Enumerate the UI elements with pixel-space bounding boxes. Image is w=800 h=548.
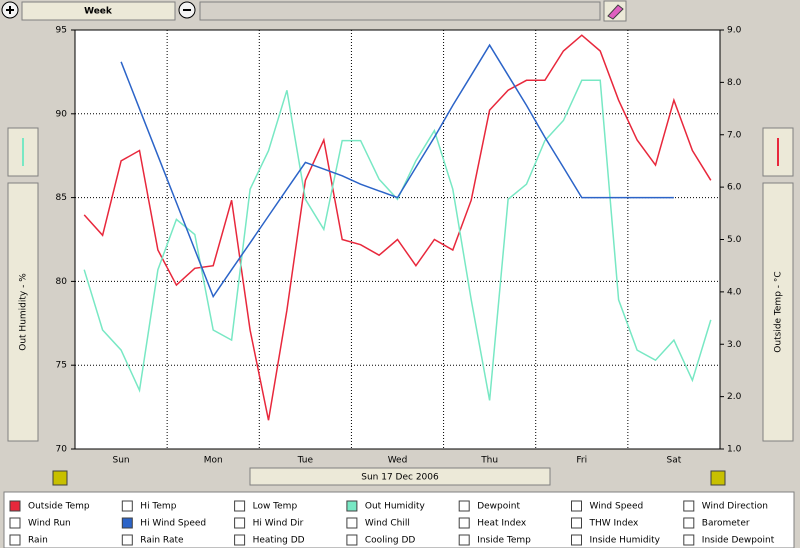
checkbox[interactable]	[121, 500, 133, 512]
checkbox-label: Cooling DD	[365, 536, 416, 546]
checkbox[interactable]	[683, 534, 695, 546]
checkbox[interactable]	[121, 534, 133, 546]
date-label: Sun 17 Dec 2006	[361, 473, 439, 483]
date-bar[interactable]	[249, 467, 551, 486]
checkbox[interactable]	[234, 517, 246, 529]
checkbox-label: Rain	[28, 536, 48, 546]
checkbox-label: Wind Run	[28, 519, 71, 529]
eraser-icon	[607, 4, 624, 20]
zoom-out[interactable]	[178, 1, 196, 19]
checkbox[interactable]	[346, 534, 358, 546]
checkbox-label: Rain Rate	[140, 536, 184, 546]
checkbox[interactable]	[571, 534, 582, 546]
checkbox[interactable]	[683, 500, 695, 512]
right-axis-panel	[762, 182, 794, 442]
checkbox[interactable]	[9, 534, 21, 546]
range-button[interactable]	[21, 1, 176, 21]
checkbox[interactable]	[234, 534, 246, 546]
left-axis-panel	[7, 182, 39, 442]
checkbox-label: Hi Wind Dir	[253, 519, 304, 529]
y2-tick-label: 1.0	[727, 445, 742, 455]
series-line	[120, 43, 674, 299]
x-tick-label: Fri	[576, 456, 587, 466]
checkbox[interactable]	[346, 500, 358, 512]
checkbox-label: Inside Temp	[477, 536, 531, 546]
y2-tick-label: 5.0	[727, 235, 742, 245]
checkbox-label: Barometer	[702, 519, 750, 529]
checkbox-label: THW Index	[589, 519, 639, 529]
y2-tick-label: 6.0	[727, 183, 742, 193]
day-dividers	[166, 30, 629, 449]
checkbox[interactable]	[571, 500, 582, 512]
right-lock[interactable]	[710, 470, 726, 486]
checkbox-label: Inside Humidity	[590, 536, 661, 546]
checkbox-label: Heating DD	[253, 536, 305, 546]
x-tick-label: Sat	[667, 456, 682, 466]
y2-tick-label: 9.0	[727, 26, 742, 36]
y-tick-label: 85	[56, 193, 67, 203]
y-tick-label: 75	[56, 361, 67, 371]
scroll-field[interactable]	[199, 1, 601, 21]
y2-tick-label: 3.0	[727, 340, 742, 350]
checkbox[interactable]	[458, 500, 470, 512]
checkbox-label: Hi Wind Speed	[140, 519, 206, 529]
checkbox[interactable]	[9, 517, 21, 529]
checkbox-label: Low Temp	[253, 502, 298, 512]
checkbox-label: Wind Speed	[590, 502, 644, 512]
x-tick-label: Mon	[204, 456, 223, 466]
checkbox[interactable]	[234, 500, 246, 512]
checklist: Outside Temp Hi Temp Low Temp Out Humidity D…	[9, 500, 775, 546]
y-tick-label: 90	[56, 109, 68, 119]
y2-tick-label: 2.0	[727, 392, 742, 402]
zoom-in[interactable]	[1, 1, 19, 19]
y-tick-label: 70	[56, 445, 68, 455]
checkbox-label: Wind Chill	[365, 519, 410, 529]
checkbox[interactable]	[346, 517, 358, 529]
left-lock[interactable]	[52, 470, 68, 486]
x-tick-label: Sun	[113, 456, 130, 466]
checkbox-label: Dewpoint	[477, 502, 520, 512]
checkbox[interactable]	[9, 500, 21, 512]
checkbox[interactable]	[683, 517, 695, 529]
y2-tick-label: 4.0	[727, 287, 742, 297]
series-line	[83, 34, 712, 421]
y-axis-label: Out Humidity - %	[19, 273, 29, 351]
checkbox[interactable]	[458, 517, 470, 529]
checkbox-label: Wind Direction	[702, 502, 768, 512]
checkbox[interactable]	[121, 517, 133, 529]
y2-axis-label: Outside Temp - °C	[774, 271, 784, 352]
y-tick-label: 80	[56, 277, 68, 287]
x-tick-label: Thu	[480, 456, 498, 466]
y-tick-label: 95	[56, 26, 67, 36]
y2-tick-label: 7.0	[727, 130, 742, 140]
checkbox[interactable]	[571, 517, 582, 529]
zoom-in-glyph	[6, 6, 14, 14]
checkbox[interactable]	[458, 534, 470, 546]
x-tick-label: Wed	[388, 456, 408, 466]
checkbox-label: Outside Temp	[28, 502, 90, 512]
series-line	[83, 79, 712, 401]
checkbox-label: Out Humidity	[365, 502, 426, 512]
x-tick-label: Tue	[297, 456, 314, 466]
checklist-panel	[3, 491, 795, 548]
checkbox-label: Inside Dewpoint	[702, 536, 775, 546]
y2-tick-label: 8.0	[727, 78, 742, 88]
checkbox-label: Hi Temp	[140, 502, 176, 512]
checkbox-label: Heat Index	[477, 519, 527, 529]
range-label: Week	[84, 7, 113, 17]
